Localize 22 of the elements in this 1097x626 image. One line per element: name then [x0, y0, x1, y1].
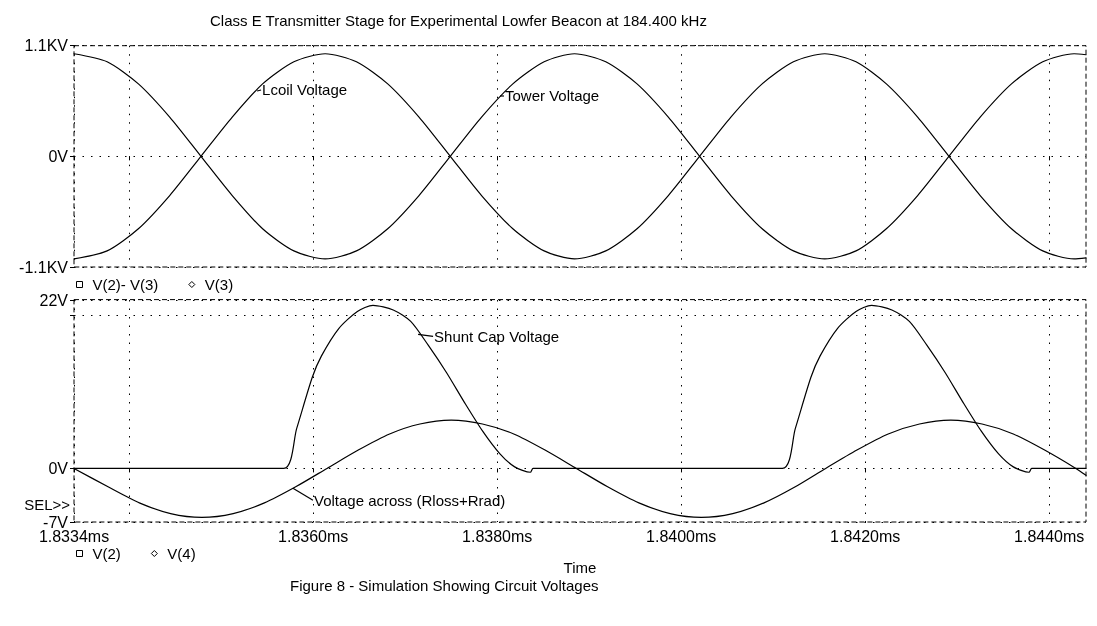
text: SEL>> — [24, 495, 71, 513]
y-tick-label: 0V — [48, 147, 69, 165]
x-tick-label: 1.8380ms — [462, 527, 533, 545]
annotation: Shunt Cap Voltage — [434, 327, 560, 345]
legend-label: V(2) — [92, 545, 121, 562]
annotation: Voltage across (Rloss+Rrad) — [313, 491, 506, 509]
legend-label: V(2)- V(3) — [92, 276, 159, 293]
annotation: Lcoil Voltage — [262, 81, 348, 99]
y-tick-label: 22V — [39, 291, 69, 309]
x-tick-label: 1.8440ms — [1014, 527, 1085, 545]
annotation: Tower Voltage — [504, 87, 600, 105]
legend-label: V(3) — [204, 276, 234, 293]
y-tick-label: 0V — [48, 459, 69, 477]
y-tick-label: 1.1KV — [24, 37, 69, 55]
legend-label: V(4) — [167, 545, 196, 562]
x-tick-label: 1.8400ms — [646, 527, 717, 545]
x-axis-title: Time — [563, 559, 597, 576]
caption: Figure 8 - Simulation Showing Circuit Voltages — [290, 576, 599, 594]
y-tick-label: -1.1KV — [19, 258, 69, 276]
chart-title: Class E Transmitter Stage for Experimental Lowfer Beacon at 184.400 kHz — [210, 12, 707, 29]
x-tick-label: 1.8420ms — [830, 527, 901, 545]
x-tick-label: 1.8360ms — [278, 527, 349, 545]
